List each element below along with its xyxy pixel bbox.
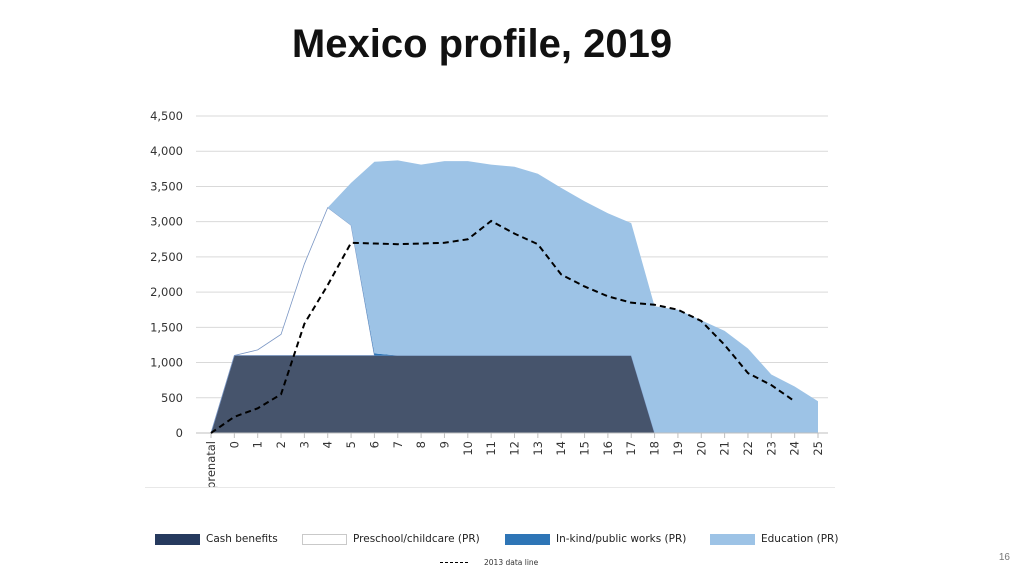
x-tick-label-10: 10	[461, 441, 475, 456]
x-tick-label-2: 2	[274, 441, 288, 448]
divider	[145, 487, 835, 488]
legend-label-2013-data-line: 2013 data line	[484, 558, 539, 567]
x-tick-label-22: 22	[741, 441, 755, 456]
legend-label-preschool-childcare: Preschool/childcare (PR)	[353, 533, 480, 545]
y-tick-label-3500: 3,500	[150, 179, 183, 193]
legend-item-2013-data-line: 2013 data line	[440, 558, 538, 567]
x-tick-label-7: 7	[391, 441, 405, 448]
legend-swatch-cash-benefits	[155, 533, 200, 545]
y-tick-label-500: 500	[161, 391, 183, 405]
x-tick-label-1: 1	[251, 441, 265, 448]
x-tick-label-15: 15	[578, 441, 592, 456]
legend-item-preschool-childcare: Preschool/childcare (PR)	[302, 532, 480, 546]
chart-legend: Cash benefits Preschool/childcare (PR) I…	[155, 532, 845, 548]
legend-label-in-kind-public-works: In-kind/public works (PR)	[556, 533, 687, 545]
x-tick-label-13: 13	[531, 441, 545, 456]
y-tick-label-1000: 1,000	[150, 356, 183, 370]
page-number: 16	[998, 552, 1010, 563]
line-2013-data-line	[210, 219, 796, 434]
x-tick-label-19: 19	[671, 441, 685, 456]
x-tick-label-8: 8	[414, 441, 428, 448]
page-title: Mexico profile, 2019	[0, 22, 1024, 67]
x-tick-label-16: 16	[601, 441, 615, 456]
y-tick-label-0: 0	[176, 426, 183, 440]
x-tick-label-3: 3	[297, 441, 311, 448]
legend-label-cash-benefits: Cash benefits	[206, 533, 278, 545]
y-tick-label-4000: 4,000	[150, 144, 183, 158]
x-tick-label-12: 12	[508, 441, 522, 456]
x-tick-label-23: 23	[764, 441, 778, 456]
y-tick-label-2500: 2,500	[150, 250, 183, 264]
x-tick-label-4: 4	[321, 441, 335, 448]
y-tick-label-2000: 2,000	[150, 285, 183, 299]
x-tick-label-9: 9	[437, 441, 451, 448]
x-tick-label-6: 6	[367, 441, 381, 448]
y-tick-label-1500: 1,500	[150, 320, 183, 334]
legend-item-in-kind-public-works: In-kind/public works (PR)	[505, 532, 686, 546]
x-tick-label-prenatal: prenatal	[204, 441, 218, 489]
y-tick-label-4500: 4,500	[150, 109, 183, 123]
x-tick-label-18: 18	[648, 441, 662, 456]
x-tick-label-24: 24	[788, 441, 802, 456]
x-tick-label-5: 5	[344, 441, 358, 448]
page-title-text: Mexico profile, 2019	[291, 22, 673, 66]
legend-item-education: Education (PR)	[710, 532, 838, 546]
x-tick-label-11: 11	[484, 441, 498, 456]
legend-dash-sample	[440, 562, 468, 563]
x-tick-label-17: 17	[624, 441, 638, 456]
x-tick-label-20: 20	[694, 441, 708, 456]
legend-swatch-education	[710, 533, 755, 545]
legend-swatch-in-kind-public-works	[505, 533, 550, 545]
area-cash-benefits	[211, 355, 818, 433]
legend-swatch-preschool-childcare	[302, 533, 347, 545]
y-tick-label-3000: 3,000	[150, 215, 183, 229]
x-tick-label-0: 0	[227, 441, 241, 448]
x-tick-label-14: 14	[554, 441, 568, 456]
x-tick-label-21: 21	[718, 441, 732, 456]
legend-label-education: Education (PR)	[761, 533, 839, 545]
area-education-pr	[211, 160, 818, 433]
x-tick-label-25: 25	[811, 441, 825, 456]
legend-item-cash-benefits: Cash benefits	[155, 532, 278, 546]
